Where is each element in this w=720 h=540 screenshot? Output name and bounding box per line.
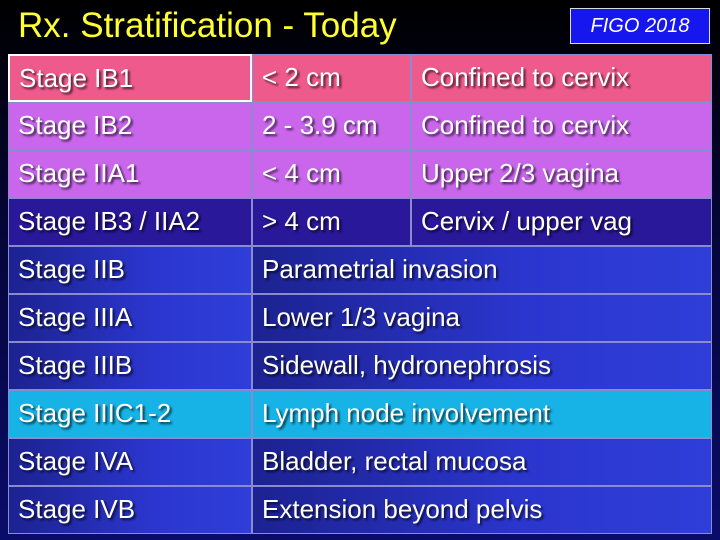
- stage-cell: Stage IIA1: [8, 150, 252, 198]
- stage-cell: Stage IIIB: [8, 342, 252, 390]
- stage-cell: Stage IB1: [8, 54, 252, 102]
- description-cell: Confined to cervix: [411, 102, 712, 150]
- description-cell: Upper 2/3 vagina: [411, 150, 712, 198]
- stage-cell: Stage IIIC1-2: [8, 390, 252, 438]
- description-cell: Sidewall, hydronephrosis: [252, 342, 712, 390]
- stage-cell: Stage IB3 / IIA2: [8, 198, 252, 246]
- description-cell: Parametrial invasion: [252, 246, 712, 294]
- badge: FIGO 2018: [570, 8, 710, 44]
- description-cell: 2 - 3.9 cm: [252, 102, 411, 150]
- description-cell: < 2 cm: [252, 54, 411, 102]
- stage-cell: Stage IIB: [8, 246, 252, 294]
- stage-cell: Stage IVB: [8, 486, 252, 534]
- description-cell: Confined to cervix: [411, 54, 712, 102]
- stage-cell: Stage IB2: [8, 102, 252, 150]
- description-cell: Cervix / upper vag: [411, 198, 712, 246]
- description-cell: > 4 cm: [252, 198, 411, 246]
- description-cell: < 4 cm: [252, 150, 411, 198]
- stage-cell: Stage IIIA: [8, 294, 252, 342]
- description-cell: Extension beyond pelvis: [252, 486, 712, 534]
- description-cell: Bladder, rectal mucosa: [252, 438, 712, 486]
- description-cell: Lymph node involvement: [252, 390, 712, 438]
- stage-cell: Stage IVA: [8, 438, 252, 486]
- description-cell: Lower 1/3 vagina: [252, 294, 712, 342]
- slide-title: Rx. Stratification - Today: [18, 6, 397, 45]
